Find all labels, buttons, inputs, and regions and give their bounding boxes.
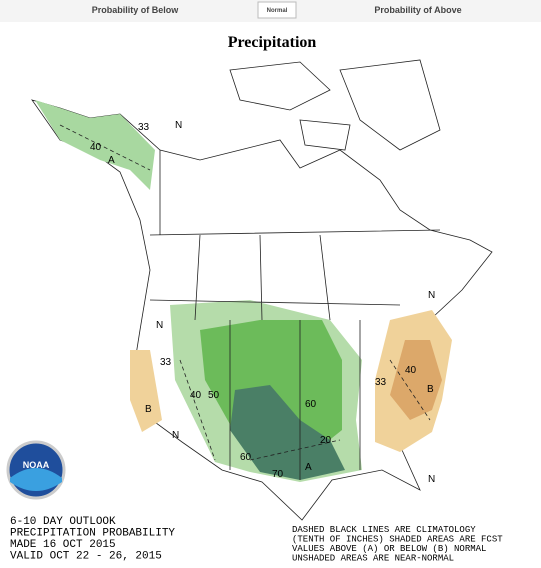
map-label: 60	[305, 399, 317, 410]
map-label: A	[108, 155, 115, 166]
map-label: B	[145, 404, 152, 415]
footer-right-line: (TENTH OF INCHES) SHADED AREAS ARE FCST	[292, 535, 503, 545]
map-label: N	[428, 290, 435, 301]
footer-right-line: UNSHADED AREAS ARE NEAR-NORMAL	[292, 554, 454, 564]
normal-label: Normal	[267, 8, 288, 14]
map-labels: 33 40 A N 33 B 40 50 60 70 A 60 20 33 40 B N N N N	[90, 120, 435, 485]
map-label: 70	[272, 469, 284, 480]
map-label: 33	[138, 122, 150, 133]
climatology	[59, 124, 431, 461]
footer-left-line: PRECIPITATION PROBABILITY	[10, 528, 175, 540]
map-label: B	[427, 384, 434, 395]
map-label: 40	[190, 390, 202, 401]
shade-tan-west	[130, 350, 162, 432]
map-label: N	[175, 120, 182, 131]
shade-dark	[230, 385, 345, 480]
map-label: 60	[240, 452, 252, 463]
title: Precipitation	[228, 34, 317, 51]
map	[31, 59, 493, 521]
footer-left-line: VALID OCT 22 - 26, 2015	[10, 551, 162, 563]
borders	[149, 150, 441, 480]
footer-left-line: 6-10 DAY OUTLOOK	[10, 516, 116, 528]
map-label: 50	[208, 390, 220, 401]
map-label: 40	[90, 142, 102, 153]
noaa-wave	[10, 468, 62, 491]
arctic-islands	[229, 59, 441, 151]
shade-alaska	[35, 100, 155, 190]
map-label: N	[428, 474, 435, 485]
above-label: Probability of Above	[374, 5, 461, 15]
below-label: Probability of Below	[92, 5, 180, 15]
map-label: 33	[375, 377, 387, 388]
map-label: 20	[320, 435, 332, 446]
map-label: N	[172, 430, 179, 441]
footer-left-line: MADE 16 OCT 2015	[10, 539, 116, 551]
noaa-text: NOAA	[23, 460, 50, 470]
footer-right-line: DASHED BLACK LINES ARE CLIMATOLOGY	[292, 525, 476, 535]
normal-box	[257, 1, 297, 19]
map-label: 33	[160, 357, 172, 368]
map-label: A	[305, 462, 312, 473]
map-label: N	[156, 320, 163, 331]
map-label: 40	[405, 365, 417, 376]
shade-tan-dark	[390, 340, 442, 420]
footer-right-line: VALUES ABOVE (A) OR BELOW (B) NORMAL	[292, 544, 486, 554]
